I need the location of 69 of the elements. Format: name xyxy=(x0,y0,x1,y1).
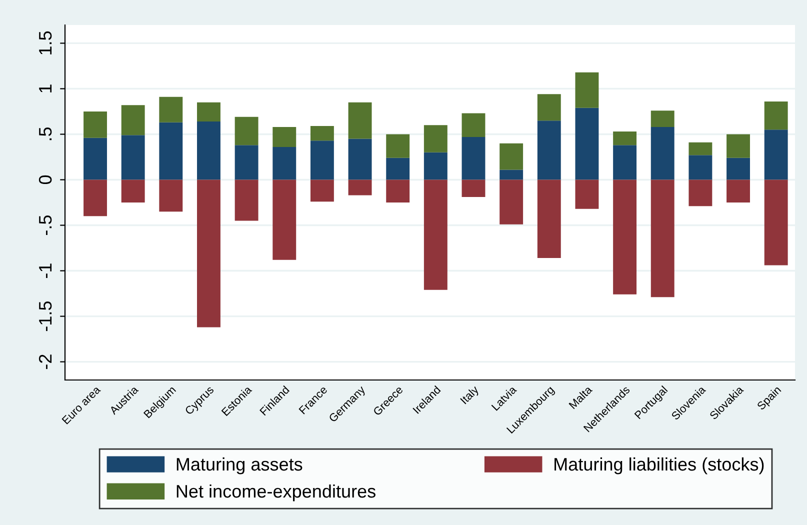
bar xyxy=(575,180,599,209)
bar xyxy=(726,180,750,202)
bar xyxy=(575,72,599,108)
bar xyxy=(310,140,334,180)
y-tick-label: -2 xyxy=(38,354,52,370)
x-tick-label: Italy xyxy=(460,384,481,406)
bar xyxy=(84,111,107,138)
bar xyxy=(650,126,674,180)
y-tick-label: -1.5 xyxy=(39,301,52,332)
bar xyxy=(500,143,524,170)
bar xyxy=(121,180,145,202)
bar xyxy=(537,120,561,180)
bar xyxy=(424,152,448,180)
bar xyxy=(348,180,372,196)
bar xyxy=(159,122,183,180)
bar xyxy=(688,142,712,156)
bar xyxy=(613,145,637,180)
bar xyxy=(84,138,107,180)
bar xyxy=(575,108,599,180)
bar xyxy=(500,170,524,180)
bar xyxy=(121,105,145,136)
bar xyxy=(764,180,788,266)
bar xyxy=(272,180,296,260)
bar xyxy=(764,130,788,180)
bar xyxy=(272,126,296,147)
bar xyxy=(650,110,674,127)
bar xyxy=(764,101,788,130)
legend-label: Net income-expenditures xyxy=(176,484,376,502)
bar xyxy=(613,180,637,294)
bar xyxy=(234,145,258,180)
bar xyxy=(537,180,561,258)
bar xyxy=(462,136,486,180)
bar xyxy=(348,102,372,139)
bar xyxy=(197,102,220,122)
bar xyxy=(310,180,334,202)
bar xyxy=(197,180,220,328)
bar xyxy=(726,158,750,180)
y-tick-label: 1.5 xyxy=(39,31,52,54)
bar xyxy=(386,180,410,202)
bar xyxy=(726,134,750,158)
bar xyxy=(688,155,712,180)
y-tick-label: -.5 xyxy=(39,215,52,235)
bar xyxy=(386,134,410,158)
legend-label: Maturing assets xyxy=(176,457,302,474)
bar xyxy=(424,125,448,152)
bar xyxy=(310,126,334,141)
y-tick-label: .5 xyxy=(39,127,52,140)
bar xyxy=(462,180,486,198)
bar xyxy=(159,180,183,212)
legend-label: Maturing liabilities (stocks) xyxy=(554,457,764,474)
bar xyxy=(234,180,258,221)
bar xyxy=(424,180,448,290)
bar xyxy=(386,158,410,180)
bar xyxy=(234,116,258,146)
bar xyxy=(500,180,524,224)
bar xyxy=(159,96,183,122)
bar xyxy=(613,132,637,146)
bar xyxy=(688,180,712,206)
bar xyxy=(537,94,561,121)
y-tick-label: 0 xyxy=(38,175,52,184)
bar xyxy=(121,135,145,180)
bar xyxy=(462,113,486,137)
bar xyxy=(197,121,220,180)
bar xyxy=(84,180,107,216)
bar xyxy=(650,180,674,298)
bar xyxy=(348,138,372,180)
bar xyxy=(272,146,296,180)
y-tick-label: -1 xyxy=(39,264,52,278)
y-tick-label: 1 xyxy=(39,84,52,92)
